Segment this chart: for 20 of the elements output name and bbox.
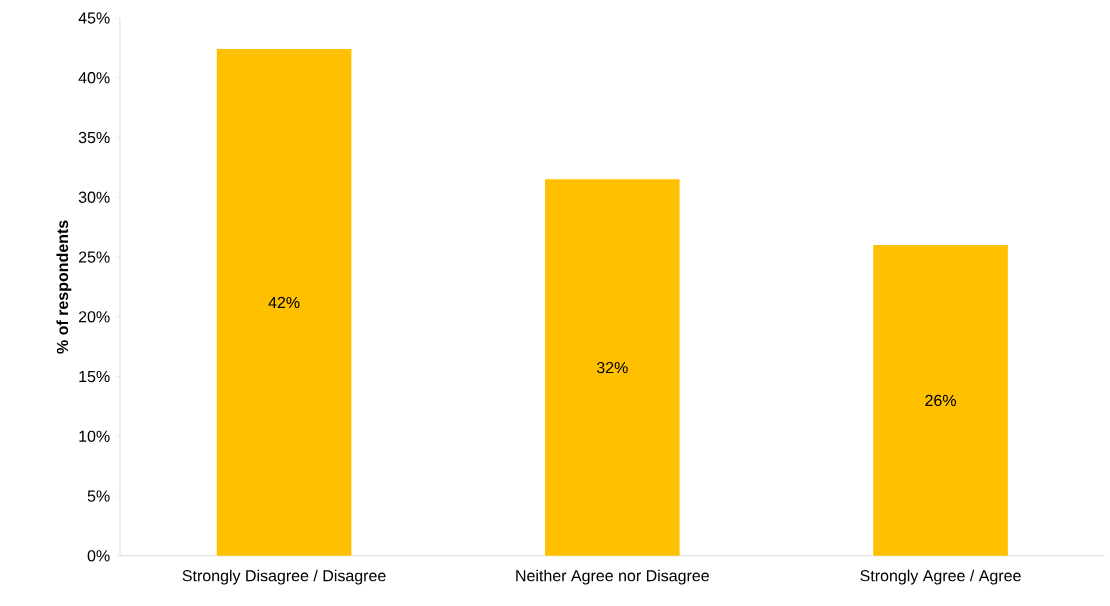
y-tick-label: 45% [78,12,110,24]
bar [216,49,352,556]
x-tick-label: Neither Agree nor Disagree [516,569,709,585]
y-tick-label: 5% [87,490,110,502]
data-label: 42% [268,296,300,309]
y-tick-label: 30% [78,191,110,204]
y-tick-label: 25% [78,251,110,263]
y-tick-label: 40% [78,72,110,84]
y-axis-title: % of respondents [56,220,72,354]
y-tick-label: 10% [79,430,110,443]
data-label: 26% [925,394,956,407]
bar [873,245,1008,556]
x-tick-label: Strongly Disagree / Disagree [182,569,386,585]
y-tick-label: 0% [87,550,110,562]
y-tick-label: 35% [78,131,110,144]
y-tick-label: 20% [78,311,110,323]
data-label: 32% [596,362,628,374]
x-tick-label: Strongly Agree / Agree [860,569,1021,585]
y-tick-label: 15% [79,371,110,383]
bar [545,179,680,556]
